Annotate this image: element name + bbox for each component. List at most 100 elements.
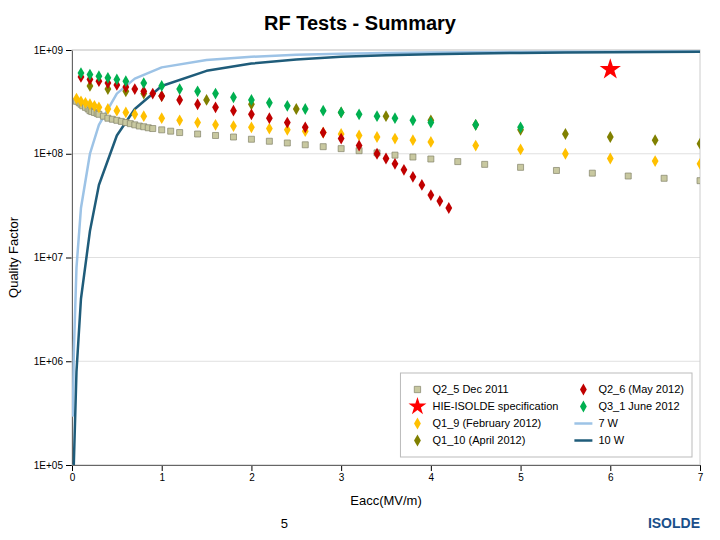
legend-label: 10 W: [598, 434, 624, 446]
point: [436, 195, 443, 207]
tick-mark: [66, 154, 72, 155]
tick-label: 4: [429, 472, 435, 483]
point: [96, 101, 103, 113]
point: [150, 126, 156, 132]
point: [697, 178, 700, 184]
y-axis-title: Quality Factor: [6, 216, 21, 298]
tick: 6: [608, 465, 614, 483]
point: [195, 131, 201, 137]
legend-label: Q1_10 (April 2012): [432, 434, 525, 446]
tick-label: 3: [339, 472, 345, 483]
point: [266, 138, 272, 144]
tick-label: 0: [70, 472, 76, 483]
legend-item: Q2_5 Dec 2011: [414, 383, 508, 395]
legend-item: 10 W: [574, 434, 624, 446]
tick-label: 2: [249, 472, 255, 483]
tick: 0: [70, 465, 76, 483]
tick-mark: [162, 465, 163, 471]
point: [113, 74, 120, 86]
point: [302, 121, 309, 133]
point: [131, 83, 138, 95]
point: [230, 134, 236, 140]
legend-symbol: [414, 386, 420, 392]
legend: Q2_5 Dec 2011HIE-ISOLDE specificationQ1_…: [400, 373, 692, 457]
y-axis: 1E+051E+061E+071E+081E+09: [34, 45, 73, 471]
legend-symbol: [408, 397, 426, 414]
point: [320, 127, 327, 139]
tick-label: 1E+05: [34, 460, 64, 471]
tick: 7: [698, 465, 704, 483]
point: [427, 189, 434, 201]
annotation: 5: [281, 516, 288, 531]
point: [78, 67, 85, 79]
legend-label: Q1_9 (February 2012): [432, 417, 541, 429]
point: [392, 112, 399, 124]
legend-label: 7 W: [598, 417, 618, 429]
tick-label: 5: [518, 472, 524, 483]
point: [212, 119, 219, 131]
point: [589, 170, 595, 176]
tick-label: 1E+06: [34, 356, 64, 367]
tick: 2: [249, 465, 255, 483]
tick-mark: [431, 465, 432, 471]
tick: 1E+05: [34, 460, 72, 471]
point: [320, 144, 326, 150]
tick: 1: [159, 465, 165, 483]
point: [562, 128, 569, 140]
point: [374, 110, 381, 122]
tick-mark: [251, 465, 252, 471]
x-axis: 0 1 2 3 4 5 6 7: [70, 465, 704, 483]
legend-item: Q2_6 (May 2012): [580, 383, 684, 395]
point: [158, 80, 165, 92]
point: [428, 156, 434, 162]
plot-area: [73, 51, 700, 465]
legend-symbol: [574, 439, 592, 442]
point: [177, 130, 183, 136]
point: [320, 105, 327, 117]
tick-mark: [521, 465, 522, 471]
point: [194, 85, 201, 97]
point: [517, 144, 524, 156]
point: [356, 140, 363, 152]
grid-line: [72, 361, 700, 362]
tick: 5: [518, 465, 524, 483]
point: [113, 105, 120, 117]
point: [284, 100, 291, 112]
point: [140, 77, 147, 89]
point: [230, 105, 237, 117]
tick-label: 1E+08: [34, 148, 64, 159]
point: [87, 69, 94, 81]
point: [383, 153, 390, 165]
point: [661, 175, 667, 181]
legend-label: Q2_6 (May 2012): [598, 383, 684, 395]
point: [230, 91, 237, 103]
point: [427, 136, 434, 148]
point: [383, 110, 390, 122]
tick-mark: [66, 361, 72, 362]
tick-label: 1E+09: [34, 45, 64, 56]
tick-label: 1: [159, 472, 165, 483]
point: [625, 173, 631, 179]
point: [472, 119, 479, 131]
point: [697, 158, 700, 170]
point: [284, 140, 290, 146]
tick: 1E+09: [34, 45, 72, 56]
point: [122, 107, 129, 119]
point: [517, 121, 524, 133]
point: [266, 112, 273, 124]
legend-symbol: [574, 422, 592, 425]
point: [230, 120, 237, 132]
point: [122, 75, 129, 87]
point: [320, 127, 327, 139]
legend-symbol: [580, 384, 587, 396]
point: [652, 155, 659, 167]
point: [96, 70, 103, 82]
point: [455, 159, 461, 165]
point: [553, 167, 559, 173]
point: [356, 108, 363, 120]
point: [410, 114, 417, 126]
plot-frame: [72, 50, 700, 465]
point: [140, 110, 147, 122]
legend-item: Q3_1 June 2012: [580, 400, 680, 412]
tick-mark: [341, 465, 342, 471]
